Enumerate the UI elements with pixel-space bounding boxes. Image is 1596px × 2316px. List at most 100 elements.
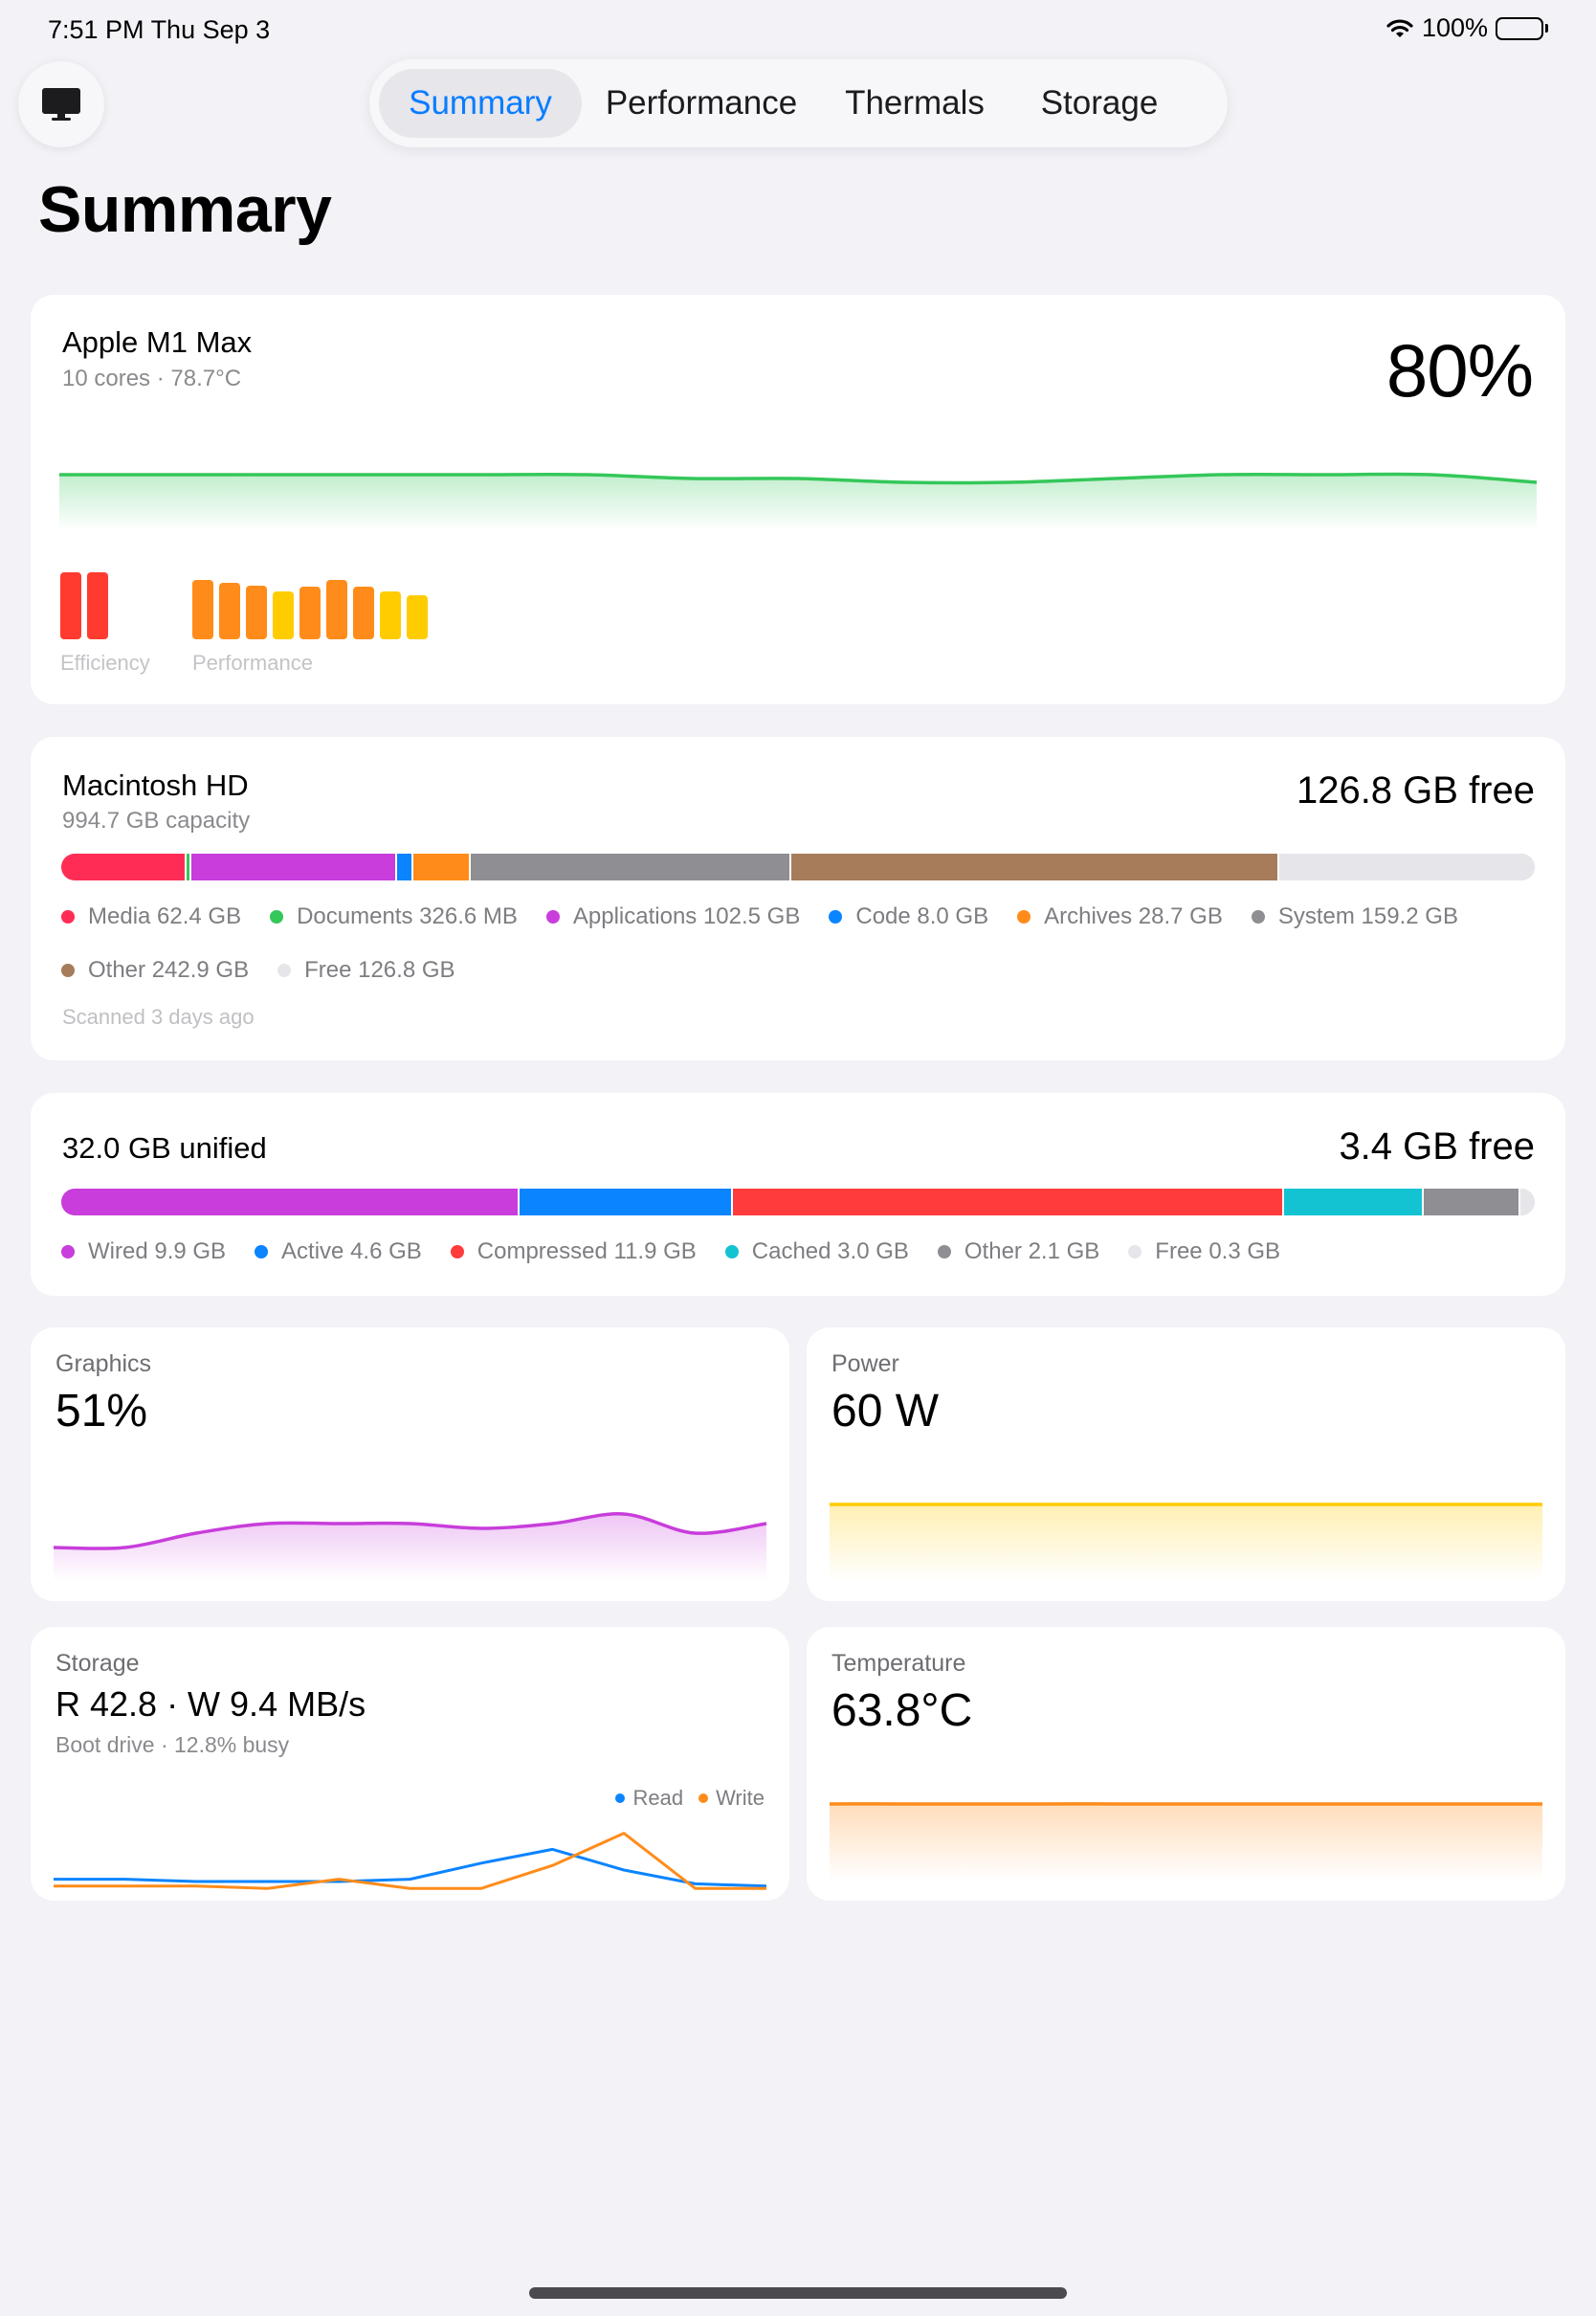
memory-legend-label: Active 4.6 GB [281, 1238, 422, 1264]
memory-legend-item: Cached 3.0 GB [724, 1225, 909, 1279]
legend-dot [937, 1245, 951, 1258]
memory-legend-item: Compressed 11.9 GB [450, 1225, 697, 1279]
core-bar [407, 594, 428, 639]
disk-segment [397, 854, 413, 880]
read-series-line [54, 1847, 767, 1888]
disk-legend-item: Media 62.4 GB [61, 890, 241, 944]
memory-title: 32.0 GB unified [62, 1131, 267, 1165]
storage-legend: Read Write [615, 1786, 765, 1811]
tab-performance[interactable]: Performance [605, 84, 798, 122]
legend-dot [255, 1245, 269, 1258]
core-bar [353, 587, 374, 639]
legend-dot [450, 1245, 464, 1258]
memory-legend-label: Wired 9.9 GB [88, 1238, 227, 1264]
power-label: Power [831, 1350, 899, 1377]
disk-usage-bar [61, 854, 1535, 880]
disk-legend-label: System 159.2 GB [1277, 903, 1458, 929]
legend-dot [270, 910, 284, 924]
graphics-value: 51% [55, 1386, 148, 1436]
disk-legend-item: Code 8.0 GB [829, 890, 988, 944]
temperature-value: 63.8°C [831, 1685, 973, 1736]
disk-legend-label: Code 8.0 GB [855, 903, 989, 929]
core-bar [380, 590, 401, 639]
power-value: 60 W [831, 1386, 940, 1436]
cpu-history-chart [59, 472, 1538, 531]
memory-legend-item: Active 4.6 GB [255, 1225, 422, 1279]
tab-storage[interactable]: Storage [1040, 84, 1159, 122]
disk-capacity: 994.7 GB capacity [62, 808, 251, 834]
temperature-history-area [830, 1803, 1542, 1881]
disk-segment [471, 854, 791, 880]
disk-legend-label: Media 62.4 GB [88, 903, 242, 929]
battery-percent: 100% [1421, 13, 1488, 42]
graphics-label: Graphics [55, 1350, 152, 1377]
graphics-card[interactable]: Graphics 51% [31, 1327, 789, 1601]
disk-legend-label: Archives 28.7 GB [1044, 903, 1223, 929]
graphics-history-chart [53, 1512, 767, 1581]
disk-legend-item: Documents 326.6 MB [270, 890, 518, 944]
legend-dot [277, 964, 292, 977]
disk-legend-label: Documents 326.6 MB [297, 903, 518, 929]
memory-legend-label: Other 2.1 GB [964, 1238, 1100, 1264]
memory-free: 3.4 GB free [1339, 1125, 1535, 1168]
efficiency-cores: Efficiency [60, 572, 150, 676]
cpu-history-line [59, 472, 1538, 485]
performance-cores: Performance [192, 572, 428, 676]
disk-segment [190, 854, 398, 880]
temperature-card[interactable]: Temperature 63.8°C [807, 1627, 1565, 1901]
cpu-subtitle: 10 cores · 78.7°C [62, 366, 242, 391]
graphics-history-area [54, 1513, 766, 1581]
storage-label: Storage [55, 1650, 140, 1677]
disk-segment [412, 854, 472, 880]
disk-legend-label: Other 242.9 GB [88, 957, 250, 983]
temperature-history-chart [829, 1802, 1542, 1881]
disk-legend-label: Free 126.8 GB [304, 957, 455, 983]
disk-legend-item: Archives 28.7 GB [1017, 890, 1223, 944]
graphics-history-line [53, 1512, 767, 1550]
legend-dot [61, 1245, 75, 1258]
status-right: 100% [1385, 13, 1548, 43]
disk-segment [790, 854, 1280, 880]
storage-card[interactable]: Storage R 42.8 · W 9.4 MB/s Boot drive ·… [31, 1627, 789, 1901]
power-card[interactable]: Power 60 W [807, 1327, 1565, 1601]
disk-segment [1279, 854, 1535, 880]
legend-read: Read [615, 1786, 683, 1811]
memory-card[interactable]: 32.0 GB unified 3.4 GB free Wired 9.9 GB… [31, 1093, 1565, 1296]
tab-summary[interactable]: Summary [379, 69, 582, 138]
cpu-usage: 80% [1385, 328, 1534, 412]
temperature-label: Temperature [831, 1650, 966, 1677]
cpu-name: Apple M1 Max [62, 325, 253, 359]
legend-dot [1251, 910, 1265, 924]
memory-legend: Wired 9.9 GB Active 4.6 GB Compressed 11.9… [61, 1225, 1535, 1279]
disk-card[interactable]: Macintosh HD 994.7 GB capacity 126.8 GB … [31, 737, 1565, 1060]
power-history-chart [830, 1503, 1542, 1581]
page-title: Summary [38, 173, 332, 246]
efficiency-label: Efficiency [60, 651, 150, 675]
memory-legend-label: Free 0.3 GB [1155, 1238, 1281, 1264]
status-bar: 7:51 PM Thu Sep 3 100% [0, 0, 1596, 61]
disk-name: Macintosh HD [62, 768, 249, 802]
disk-legend-item: Other 242.9 GB [61, 944, 249, 997]
scan-status: Scanned 3 days ago [62, 1005, 255, 1029]
disk-legend-item: Applications 102.5 GB [545, 890, 800, 944]
write-series-line [54, 1832, 766, 1890]
core-bar [192, 580, 213, 639]
tab-thermals[interactable]: Thermals [845, 84, 985, 122]
cpu-history-area [59, 474, 1537, 531]
memory-legend-item: Other 2.1 GB [937, 1225, 1100, 1279]
wifi-icon [1386, 18, 1413, 37]
memory-segment [1423, 1189, 1521, 1215]
memory-segment [520, 1189, 734, 1215]
legend-dot [1128, 1245, 1142, 1258]
disk-legend-item: System 159.2 GB [1251, 890, 1458, 944]
status-time: 7:51 PM Thu Sep 3 [48, 15, 271, 44]
core-bar [299, 587, 321, 639]
core-bar [87, 572, 108, 639]
memory-segment [61, 1189, 521, 1215]
cpu-card[interactable]: Apple M1 Max 10 cores · 78.7°C 80% Effic… [31, 295, 1565, 704]
disk-segment [61, 854, 188, 880]
sidebar-toggle-button[interactable] [18, 61, 104, 147]
memory-usage-bar [61, 1189, 1535, 1215]
home-indicator [529, 2287, 1067, 2299]
memory-segment [1520, 1189, 1535, 1215]
